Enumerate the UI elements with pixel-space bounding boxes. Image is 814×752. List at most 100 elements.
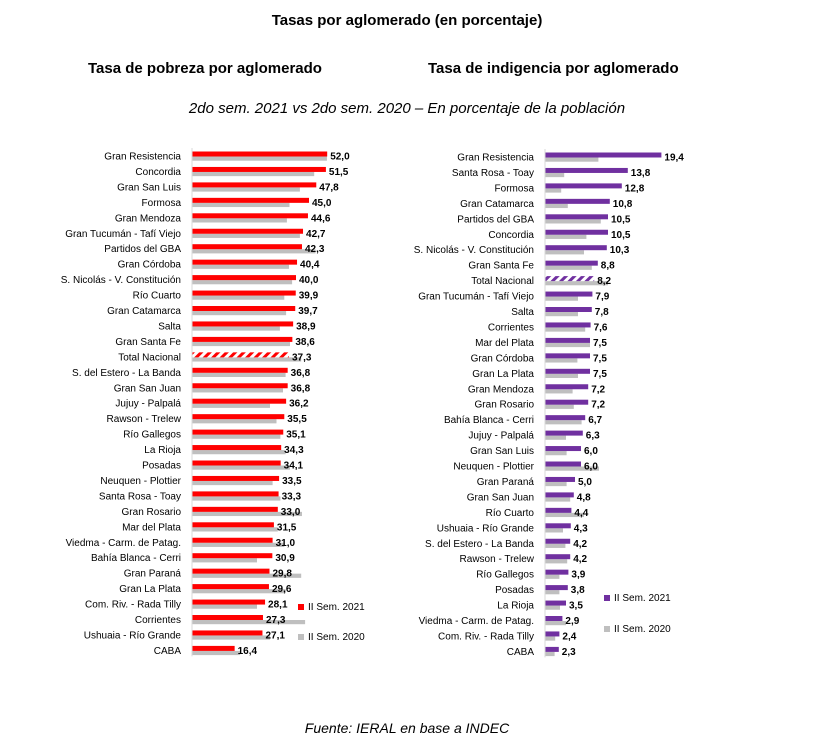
- value-label: 45,0: [312, 198, 332, 209]
- value-label: 6,3: [586, 431, 600, 442]
- category-label: Río Gallegos: [123, 430, 181, 441]
- category-label: Rawson - Trelew: [460, 554, 535, 565]
- bar-2020: [545, 559, 568, 564]
- category-label: Neuquen - Plottier: [100, 476, 181, 487]
- value-label: 3,8: [571, 585, 585, 596]
- bar-2021: [192, 537, 273, 543]
- category-label: Río Gallegos: [476, 570, 534, 581]
- bar-2020: [545, 451, 567, 456]
- bar-2020: [192, 496, 281, 501]
- value-label: 36,2: [289, 399, 309, 410]
- value-label: 44,6: [311, 213, 331, 224]
- value-label: 38,6: [295, 337, 315, 348]
- value-label: 4,8: [577, 492, 591, 503]
- bar-2020: [545, 296, 578, 301]
- poverty-chart-title: Tasa de pobreza por aglomerado: [88, 60, 322, 77]
- bar-2021: [545, 616, 563, 621]
- value-label: 40,4: [300, 260, 320, 271]
- bar-2020: [545, 389, 573, 394]
- category-label: S. Nicolás - V. Constitución: [61, 275, 181, 286]
- bar-2020: [192, 434, 281, 439]
- category-label: Formosa: [495, 183, 535, 194]
- legend-label-2020: II Sem. 2020: [308, 632, 365, 643]
- value-label: 51,5: [329, 167, 349, 178]
- bar-2020: [545, 543, 566, 548]
- value-label: 29,6: [272, 584, 292, 595]
- bar-2020: [545, 621, 566, 626]
- bar-2020: [545, 250, 584, 255]
- value-label: 7,8: [595, 307, 609, 318]
- value-label: 39,7: [298, 306, 318, 317]
- bar-2020: [192, 419, 277, 424]
- category-label: Formosa: [142, 198, 182, 209]
- bar-2020: [545, 404, 574, 409]
- bar-2020: [192, 620, 306, 625]
- category-label: Gran Resistencia: [104, 152, 181, 163]
- value-label: 4,2: [573, 554, 587, 565]
- bar-2021: [545, 337, 590, 343]
- category-label: Gran Santa Fe: [115, 337, 181, 348]
- category-label: Gran Rosario: [475, 400, 535, 411]
- value-label: 34,3: [284, 445, 304, 456]
- bar-2021: [192, 414, 285, 420]
- category-label: Gran Paraná: [124, 569, 182, 580]
- bar-2021: [192, 228, 304, 234]
- bar-2021: [545, 167, 628, 173]
- bar-2020: [192, 542, 285, 547]
- value-label: 28,1: [268, 600, 288, 611]
- category-label: Gran Catamarca: [460, 199, 534, 210]
- value-label: 36,8: [291, 368, 311, 379]
- value-label: 31,5: [277, 522, 297, 533]
- category-label: Jujuy - Palpalá: [115, 399, 181, 410]
- category-label: Com. Riv. - Rada Tilly: [438, 631, 534, 642]
- value-label: 7,5: [593, 353, 607, 364]
- bar-2021: [192, 584, 269, 590]
- bar-2021: [192, 615, 263, 620]
- category-label: La Rioja: [497, 601, 534, 612]
- value-label: 4,3: [574, 523, 588, 534]
- bar-2021: [192, 445, 282, 451]
- value-label: 33,3: [282, 491, 302, 502]
- bar-2020: [192, 280, 293, 285]
- bar-2020: [192, 650, 241, 656]
- category-label: Gran Catamarca: [107, 306, 181, 317]
- bar-2021: [192, 599, 266, 605]
- category-label: Neuquen - Plottier: [453, 462, 534, 473]
- bar-2021: [192, 383, 288, 389]
- bar-2020: [545, 188, 562, 193]
- bar-2020: [545, 512, 584, 518]
- category-label: CABA: [154, 646, 182, 657]
- value-label: 3,9: [571, 570, 585, 581]
- category-label: Gran San Juan: [467, 492, 534, 503]
- category-label: CABA: [507, 647, 535, 658]
- category-label: Gran La Plata: [472, 369, 534, 380]
- category-label: Río Cuarto: [486, 508, 535, 519]
- bar-2020: [545, 265, 592, 270]
- bar-2020: [192, 264, 289, 269]
- bar-2020: [192, 635, 270, 640]
- value-label: 7,2: [591, 384, 605, 395]
- value-label: 31,0: [276, 538, 296, 549]
- bar-2021: [192, 321, 294, 327]
- category-label: Viedma - Carm. de Patag.: [66, 538, 181, 549]
- value-label: 3,5: [569, 601, 583, 612]
- bar-2021: [192, 306, 296, 311]
- bar-2020: [192, 511, 302, 517]
- bar-2021: [545, 476, 575, 482]
- bar-2021: [545, 276, 595, 282]
- bar-2020: [192, 357, 302, 362]
- category-label: Gran Tucumán - Tafí Viejo: [65, 229, 181, 240]
- value-label: 13,8: [631, 168, 651, 179]
- bar-2020: [545, 203, 568, 209]
- category-label: Ushuaia - Río Grande: [437, 523, 535, 534]
- category-label: Gran Paraná: [477, 477, 535, 488]
- category-label: Concordia: [135, 167, 181, 178]
- bar-2021: [545, 307, 592, 312]
- category-label: Com. Riv. - Rada Tilly: [85, 600, 181, 611]
- legend-label-2021: II Sem. 2021: [308, 602, 365, 613]
- bar-2020: [545, 327, 586, 332]
- bar-2021: [192, 352, 289, 358]
- value-label: 37,3: [292, 352, 312, 363]
- bar-2021: [192, 429, 284, 435]
